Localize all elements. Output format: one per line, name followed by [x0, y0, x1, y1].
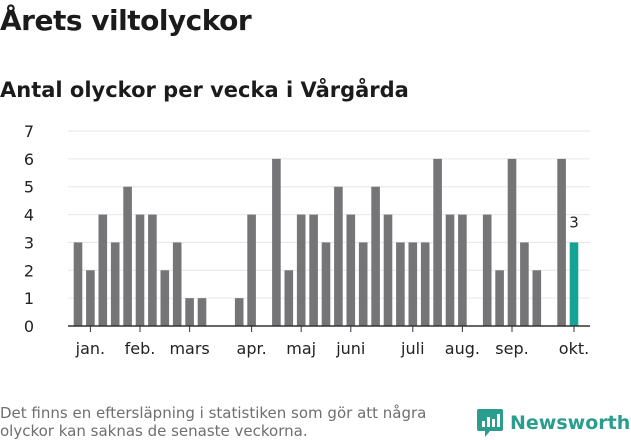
y-tick-label: 6 — [24, 150, 34, 169]
bar — [284, 270, 294, 326]
chart-subtitle: Antal olyckor per vecka i Vårgårda — [0, 78, 409, 102]
y-tick-label: 7 — [24, 122, 34, 141]
bar — [321, 242, 331, 326]
bar — [247, 214, 256, 326]
bar — [433, 158, 442, 326]
bar — [86, 270, 95, 326]
y-tick-label: 1 — [24, 289, 34, 308]
y-tick-label: 4 — [24, 206, 34, 225]
y-tick-label: 2 — [24, 261, 34, 280]
brand-name: Newsworthy — [510, 412, 631, 434]
bar — [520, 242, 529, 326]
chart-title: Årets viltolyckor — [0, 4, 252, 37]
bar — [495, 270, 504, 326]
y-axis-ticks: 0 1 2 3 4 5 6 7 — [24, 122, 34, 336]
bar — [135, 214, 145, 326]
bar — [482, 214, 492, 326]
bar — [420, 242, 430, 326]
bar — [396, 242, 405, 326]
bar — [569, 242, 579, 326]
bar — [557, 158, 566, 326]
x-tick-label: apr. — [237, 339, 267, 358]
x-tick-label: feb. — [125, 339, 156, 358]
data-label: 3 — [569, 213, 579, 231]
bar — [532, 270, 542, 326]
x-tick-label: juli — [400, 339, 424, 358]
bar — [272, 158, 281, 326]
x-tick-label: mars — [169, 339, 209, 358]
bar — [371, 186, 380, 326]
x-tick-label: juni — [335, 339, 365, 358]
x-axis-ticks: jan. feb. mars apr. maj juni juli aug. sep. okt. — [75, 326, 589, 358]
bar — [98, 214, 108, 326]
bar — [507, 158, 517, 326]
bar — [160, 270, 170, 326]
bars — [73, 158, 579, 326]
y-tick-label: 0 — [24, 317, 34, 336]
footnote: Det finns en eftersläpning i statistiken… — [0, 404, 427, 440]
bar — [123, 186, 132, 326]
y-tick-label: 5 — [24, 178, 34, 197]
bar — [358, 242, 368, 326]
x-tick-label: sep. — [495, 339, 528, 358]
newsworthy-chart-bubble-icon — [477, 409, 503, 437]
bar-chart: 0 1 2 3 4 5 6 7 jan. feb. mars apr. maj juni juli aug.… — [24, 122, 590, 358]
bar — [309, 214, 318, 326]
bar — [197, 298, 207, 326]
bar — [346, 214, 356, 326]
bar — [445, 214, 455, 326]
x-tick-label: aug. — [445, 339, 480, 358]
data-labels: 3 — [569, 213, 579, 231]
bar — [383, 214, 393, 326]
bar — [458, 214, 467, 326]
y-tick-label: 3 — [24, 233, 34, 252]
bar — [234, 298, 244, 326]
bar — [148, 214, 157, 326]
bar — [73, 242, 83, 326]
bar — [110, 242, 120, 326]
bar — [334, 186, 343, 326]
x-tick-label: jan. — [75, 339, 105, 358]
x-tick-label: okt. — [559, 339, 589, 358]
bar — [296, 214, 306, 326]
bar — [408, 242, 418, 326]
bar — [172, 242, 182, 326]
brand-logo: Newsworthy — [476, 408, 631, 438]
bar — [185, 298, 194, 326]
x-tick-label: maj — [286, 339, 316, 358]
